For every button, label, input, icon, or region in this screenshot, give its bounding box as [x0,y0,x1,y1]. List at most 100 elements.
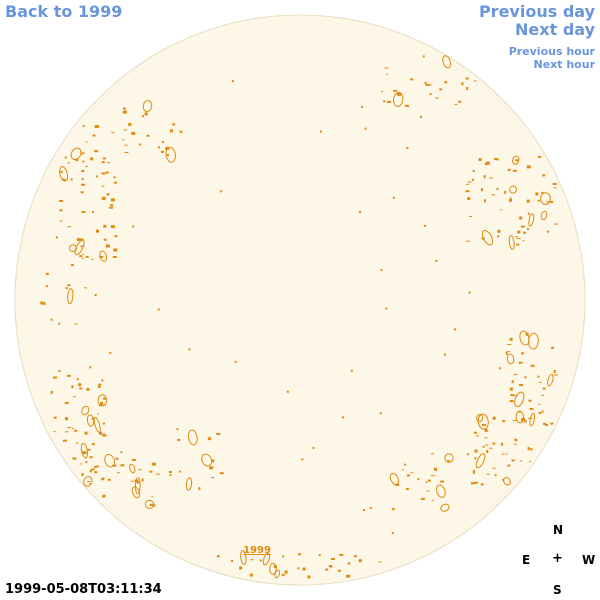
previous-day-link[interactable]: Previous day [478,2,595,21]
contour-speck [484,437,488,439]
contour-speck [511,380,514,384]
contour-speck [66,374,71,377]
contour-speck [115,457,119,460]
contour-speck [131,486,141,499]
contour-speck [100,401,104,405]
back-to-year-link[interactable]: Back to 1999 [5,2,123,21]
contour-speck [67,162,71,164]
contour-speck [541,410,544,413]
contour-speck [528,399,532,402]
contour-speck [80,463,83,465]
active-region-contours [40,55,558,579]
contour-speck [401,469,404,471]
contour-speck [458,100,462,103]
contour-speck [427,84,432,86]
contour-speck [489,177,494,179]
contour-speck [58,322,61,325]
contour-speck [523,231,527,234]
contour-speck [88,483,91,485]
contour-speck [72,396,76,398]
contour-speck [211,477,215,479]
contour-speck [484,429,488,433]
contour-speck [507,464,511,467]
contour-speck [551,346,555,349]
contour-speck [124,144,128,146]
next-hour-link[interactable]: Next hour [533,58,596,71]
contour-speck [508,234,515,250]
contour-speck [78,383,82,387]
contour-speck [528,213,535,227]
contour-speck [298,553,302,556]
contour-speck [111,131,115,133]
contour-speck [82,451,87,455]
contour-speck [330,557,335,560]
contour-speck [212,460,215,463]
contour-speck [404,463,407,466]
contour-speck [478,157,482,161]
contour-speck [526,227,529,230]
contour-speck [444,81,448,84]
contour-speck [406,474,410,477]
contour-speck [89,456,93,459]
contour-speck [476,413,484,423]
contour-speck [301,458,304,461]
contour-speck [58,370,61,373]
contour-speck [45,272,49,275]
contour-speck [480,483,484,486]
contour-speck [363,509,366,512]
solar-disk [14,14,586,586]
contour-speck [519,383,524,386]
contour-speck [510,394,515,397]
contour-speck [231,559,234,562]
contour-speck [85,255,89,258]
contour-speck [81,178,84,181]
contour-speck [515,159,519,162]
contour-speck [508,198,512,202]
contour-speck [514,391,525,408]
contour-speck [122,139,125,141]
contour-speck [262,552,271,566]
contour-speck [537,199,540,202]
contour-speck [444,353,447,356]
contour-speck [282,555,285,558]
contour-speck [489,447,493,449]
contour-speck [406,147,409,150]
contour-speck [509,185,518,194]
contour-speck [517,411,521,413]
contour-speck [155,473,160,475]
contour-speck [102,422,105,425]
next-day-link[interactable]: Next day [515,20,595,39]
contour-speck [405,104,410,107]
contour-speck [269,562,277,575]
contour-speck [120,464,125,467]
contour-speck [116,472,120,474]
contour-speck [157,146,160,149]
contour-speck [81,170,85,173]
contour-speck [538,155,542,158]
contour-speck [67,226,72,228]
observation-timestamp: 1999-05-08T03:11:34 [5,582,162,597]
contour-speck [392,196,395,199]
contour-speck [353,555,357,558]
contour-speck [454,103,458,105]
contour-speck [515,410,524,424]
contour-speck [526,165,531,169]
contour-speck [129,463,136,474]
contour-speck [431,499,434,501]
contour-speck [208,437,212,441]
contour-speck [101,172,106,175]
contour-speck [474,457,477,460]
contour-speck [91,468,95,471]
contour-speck [94,465,97,468]
year-1999-link[interactable]: 1999 [243,545,271,556]
contour-speck [529,407,534,410]
contour-speck [79,255,83,258]
contour-speck [61,178,66,181]
contour-speck [74,429,78,432]
contour-speck [40,301,44,305]
contour-speck [107,478,111,481]
previous-hour-link[interactable]: Previous hour [508,45,595,58]
contour-speck [465,240,470,242]
contour-speck [410,78,414,81]
contour-speck [59,220,63,222]
